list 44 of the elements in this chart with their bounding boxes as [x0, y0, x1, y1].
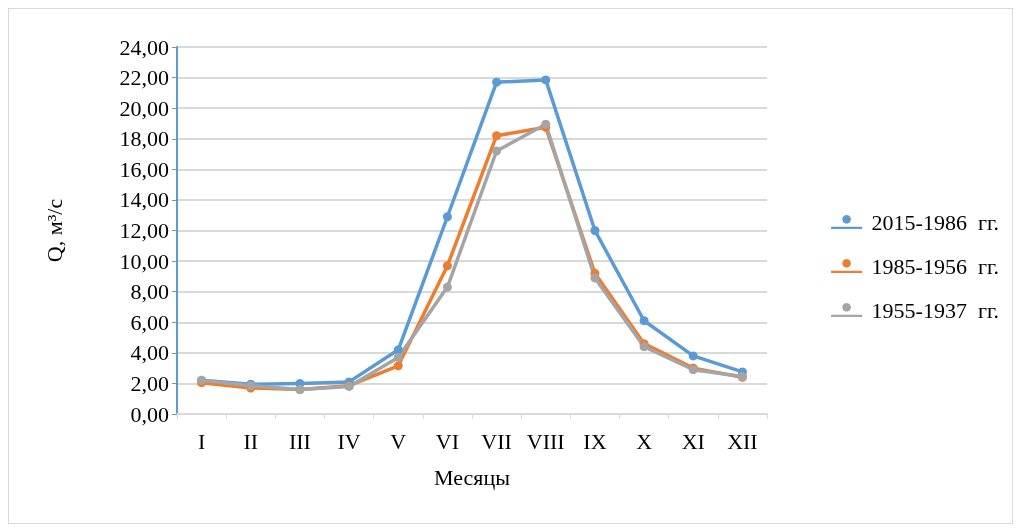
y-tick-label: 16,00	[119, 156, 169, 182]
point	[442, 282, 452, 292]
y-tick-label: 8,00	[130, 279, 169, 305]
y-tick-label: 12,00	[119, 218, 169, 243]
point	[442, 212, 452, 222]
x-tick-label: IX	[583, 428, 607, 454]
point	[639, 316, 649, 326]
point	[688, 351, 698, 361]
x-tick-label: VIII	[526, 428, 565, 454]
y-tick-label: 18,00	[119, 126, 169, 152]
legend-label: 1985-1956 гг.	[871, 253, 1000, 279]
x-tick-label: XII	[727, 428, 758, 454]
x-axis-title: Месяцы	[433, 464, 511, 490]
point	[492, 146, 502, 156]
y-tick-label: 20,00	[119, 95, 169, 121]
point	[492, 77, 502, 87]
y-tick-label: 10,00	[119, 248, 169, 274]
point	[442, 261, 452, 271]
point	[393, 361, 403, 371]
y-tick-label: 14,00	[119, 187, 169, 213]
y-tick-label: 4,00	[130, 340, 169, 366]
y-tick-label: 2,00	[130, 370, 169, 396]
point	[541, 75, 551, 85]
y-tick-label: 24,00	[119, 34, 169, 60]
legend-label: 2015-1986 гг.	[871, 209, 1000, 235]
x-tick-label: III	[288, 428, 311, 454]
point	[393, 345, 403, 355]
legend-label: 1955-1937 гг.	[871, 297, 1000, 323]
x-tick-label: IV	[337, 428, 361, 454]
point	[393, 352, 403, 362]
y-tick-label: 22,00	[119, 65, 169, 91]
x-tick-label: II	[243, 428, 259, 454]
point	[590, 273, 600, 283]
x-tick-label: I	[197, 428, 206, 454]
point	[590, 226, 600, 235]
x-tick-label: VI	[435, 428, 460, 454]
x-tick-label: XI	[681, 428, 705, 454]
x-tick-label: X	[636, 428, 653, 454]
point	[492, 131, 502, 141]
y-tick-label: 6,00	[130, 309, 169, 335]
x-tick-label: V	[390, 428, 407, 454]
x-tick-label: VII	[481, 428, 512, 454]
y-axis-title: Q, м³/с	[41, 198, 67, 263]
y-tick-label: 0,00	[130, 401, 169, 427]
